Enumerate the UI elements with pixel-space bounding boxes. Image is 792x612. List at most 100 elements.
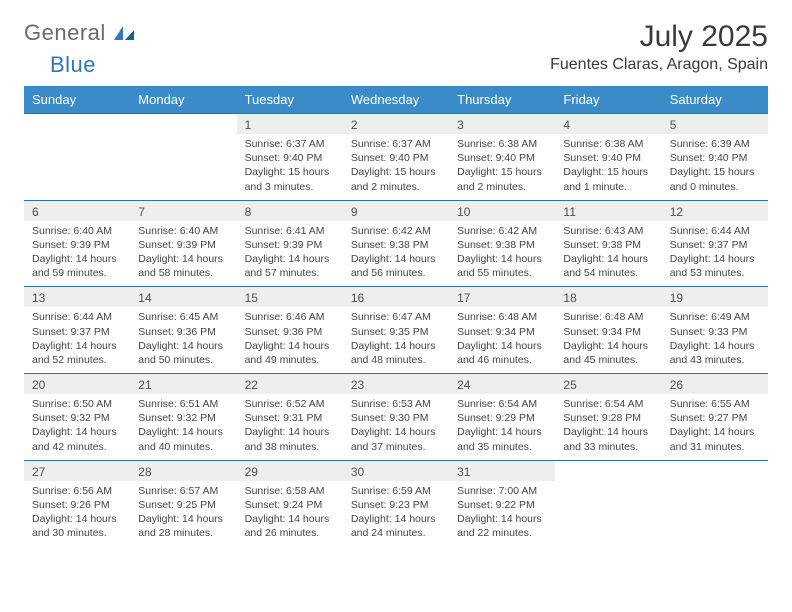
day-detail-line: Sunset: 9:25 PM bbox=[138, 498, 228, 512]
calendar-week-row: 27Sunrise: 6:56 AMSunset: 9:26 PMDayligh… bbox=[24, 460, 768, 546]
day-detail-line: and 24 minutes. bbox=[351, 526, 441, 540]
day-details: Sunrise: 6:48 AMSunset: 9:34 PMDaylight:… bbox=[449, 307, 555, 373]
calendar-header: SundayMondayTuesdayWednesdayThursdayFrid… bbox=[24, 86, 768, 114]
day-of-week-header: Tuesday bbox=[237, 86, 343, 114]
page: General July 2025 Fuentes Claras, Aragon… bbox=[0, 0, 792, 566]
day-number: 11 bbox=[555, 201, 661, 221]
day-detail-line: Daylight: 14 hours bbox=[457, 425, 547, 439]
day-detail-line: Daylight: 14 hours bbox=[245, 512, 335, 526]
day-details: Sunrise: 6:54 AMSunset: 9:28 PMDaylight:… bbox=[555, 394, 661, 460]
day-number: 18 bbox=[555, 287, 661, 307]
calendar-day-cell: 8Sunrise: 6:41 AMSunset: 9:39 PMDaylight… bbox=[237, 200, 343, 287]
day-detail-line: Daylight: 14 hours bbox=[245, 339, 335, 353]
day-detail-line: Sunrise: 6:54 AM bbox=[457, 397, 547, 411]
day-detail-line: and 50 minutes. bbox=[138, 353, 228, 367]
calendar-day-cell: 4Sunrise: 6:38 AMSunset: 9:40 PMDaylight… bbox=[555, 114, 661, 201]
day-detail-line: Daylight: 14 hours bbox=[670, 252, 760, 266]
day-details: Sunrise: 6:52 AMSunset: 9:31 PMDaylight:… bbox=[237, 394, 343, 460]
day-number: 15 bbox=[237, 287, 343, 307]
calendar-day-cell: 21Sunrise: 6:51 AMSunset: 9:32 PMDayligh… bbox=[130, 374, 236, 461]
day-detail-line: Sunset: 9:28 PM bbox=[563, 411, 653, 425]
day-detail-line: Sunrise: 6:44 AM bbox=[32, 310, 122, 324]
calendar-week-row: 20Sunrise: 6:50 AMSunset: 9:32 PMDayligh… bbox=[24, 374, 768, 461]
calendar-week-row: 1Sunrise: 6:37 AMSunset: 9:40 PMDaylight… bbox=[24, 114, 768, 201]
day-details: Sunrise: 6:41 AMSunset: 9:39 PMDaylight:… bbox=[237, 221, 343, 287]
day-number: 10 bbox=[449, 201, 555, 221]
day-detail-line: Daylight: 14 hours bbox=[563, 425, 653, 439]
calendar-day-cell bbox=[24, 114, 130, 201]
day-detail-line: and 55 minutes. bbox=[457, 266, 547, 280]
day-detail-line: and 35 minutes. bbox=[457, 440, 547, 454]
day-detail-line: Sunrise: 6:56 AM bbox=[32, 484, 122, 498]
day-number: 27 bbox=[24, 461, 130, 481]
day-details: Sunrise: 6:37 AMSunset: 9:40 PMDaylight:… bbox=[343, 134, 449, 200]
day-of-week-header: Friday bbox=[555, 86, 661, 114]
brand-general: General bbox=[24, 20, 106, 46]
day-detail-line: Sunset: 9:34 PM bbox=[563, 325, 653, 339]
brand-blue: Blue bbox=[50, 52, 96, 77]
day-number bbox=[662, 461, 768, 481]
day-detail-line: Daylight: 15 hours bbox=[245, 165, 335, 179]
day-detail-line: and 3 minutes. bbox=[245, 180, 335, 194]
calendar-table: SundayMondayTuesdayWednesdayThursdayFrid… bbox=[24, 86, 768, 546]
day-number: 31 bbox=[449, 461, 555, 481]
day-detail-line: Sunrise: 6:40 AM bbox=[32, 224, 122, 238]
day-detail-line: Daylight: 14 hours bbox=[351, 339, 441, 353]
day-detail-line: Sunset: 9:38 PM bbox=[457, 238, 547, 252]
day-detail-line: Daylight: 14 hours bbox=[138, 252, 228, 266]
day-number: 22 bbox=[237, 374, 343, 394]
calendar-day-cell: 30Sunrise: 6:59 AMSunset: 9:23 PMDayligh… bbox=[343, 460, 449, 546]
day-detail-line: and 58 minutes. bbox=[138, 266, 228, 280]
calendar-week-row: 6Sunrise: 6:40 AMSunset: 9:39 PMDaylight… bbox=[24, 200, 768, 287]
day-detail-line: Daylight: 14 hours bbox=[457, 512, 547, 526]
calendar-day-cell: 7Sunrise: 6:40 AMSunset: 9:39 PMDaylight… bbox=[130, 200, 236, 287]
day-of-week-header: Monday bbox=[130, 86, 236, 114]
calendar-day-cell: 1Sunrise: 6:37 AMSunset: 9:40 PMDaylight… bbox=[237, 114, 343, 201]
calendar-day-cell: 29Sunrise: 6:58 AMSunset: 9:24 PMDayligh… bbox=[237, 460, 343, 546]
day-detail-line: Sunrise: 6:51 AM bbox=[138, 397, 228, 411]
calendar-body: 1Sunrise: 6:37 AMSunset: 9:40 PMDaylight… bbox=[24, 114, 768, 547]
day-detail-line: and 38 minutes. bbox=[245, 440, 335, 454]
day-number: 13 bbox=[24, 287, 130, 307]
day-detail-line: Sunset: 9:38 PM bbox=[351, 238, 441, 252]
day-detail-line: and 43 minutes. bbox=[670, 353, 760, 367]
day-detail-line: Sunrise: 6:37 AM bbox=[245, 137, 335, 151]
calendar-day-cell: 22Sunrise: 6:52 AMSunset: 9:31 PMDayligh… bbox=[237, 374, 343, 461]
day-details: Sunrise: 6:48 AMSunset: 9:34 PMDaylight:… bbox=[555, 307, 661, 373]
day-detail-line: Sunrise: 6:46 AM bbox=[245, 310, 335, 324]
day-detail-line: Daylight: 14 hours bbox=[351, 425, 441, 439]
day-details bbox=[662, 481, 768, 490]
day-details: Sunrise: 6:42 AMSunset: 9:38 PMDaylight:… bbox=[343, 221, 449, 287]
day-detail-line: Daylight: 14 hours bbox=[138, 425, 228, 439]
day-details: Sunrise: 6:44 AMSunset: 9:37 PMDaylight:… bbox=[24, 307, 130, 373]
title-block: July 2025 Fuentes Claras, Aragon, Spain bbox=[550, 20, 768, 74]
day-detail-line: Sunrise: 6:53 AM bbox=[351, 397, 441, 411]
day-detail-line: Daylight: 14 hours bbox=[32, 252, 122, 266]
day-number: 7 bbox=[130, 201, 236, 221]
day-detail-line: Daylight: 14 hours bbox=[351, 512, 441, 526]
day-detail-line: Sunrise: 6:49 AM bbox=[670, 310, 760, 324]
day-detail-line: Daylight: 14 hours bbox=[563, 339, 653, 353]
day-detail-line: Sunset: 9:40 PM bbox=[563, 151, 653, 165]
day-detail-line: Sunrise: 6:45 AM bbox=[138, 310, 228, 324]
day-number: 25 bbox=[555, 374, 661, 394]
calendar-day-cell: 10Sunrise: 6:42 AMSunset: 9:38 PMDayligh… bbox=[449, 200, 555, 287]
day-number: 20 bbox=[24, 374, 130, 394]
day-detail-line: Sunrise: 6:50 AM bbox=[32, 397, 122, 411]
day-detail-line: Daylight: 14 hours bbox=[32, 512, 122, 526]
day-detail-line: Sunset: 9:27 PM bbox=[670, 411, 760, 425]
day-detail-line: Sunset: 9:34 PM bbox=[457, 325, 547, 339]
day-details: Sunrise: 6:40 AMSunset: 9:39 PMDaylight:… bbox=[24, 221, 130, 287]
day-detail-line: and 53 minutes. bbox=[670, 266, 760, 280]
day-detail-line: and 45 minutes. bbox=[563, 353, 653, 367]
day-detail-line: Daylight: 14 hours bbox=[457, 339, 547, 353]
day-detail-line: and 57 minutes. bbox=[245, 266, 335, 280]
day-detail-line: and 48 minutes. bbox=[351, 353, 441, 367]
day-number: 29 bbox=[237, 461, 343, 481]
day-detail-line: Sunset: 9:39 PM bbox=[245, 238, 335, 252]
day-detail-line: and 2 minutes. bbox=[457, 180, 547, 194]
day-detail-line: Sunset: 9:40 PM bbox=[457, 151, 547, 165]
day-details: Sunrise: 6:38 AMSunset: 9:40 PMDaylight:… bbox=[449, 134, 555, 200]
day-detail-line: Sunset: 9:22 PM bbox=[457, 498, 547, 512]
day-details: Sunrise: 6:49 AMSunset: 9:33 PMDaylight:… bbox=[662, 307, 768, 373]
